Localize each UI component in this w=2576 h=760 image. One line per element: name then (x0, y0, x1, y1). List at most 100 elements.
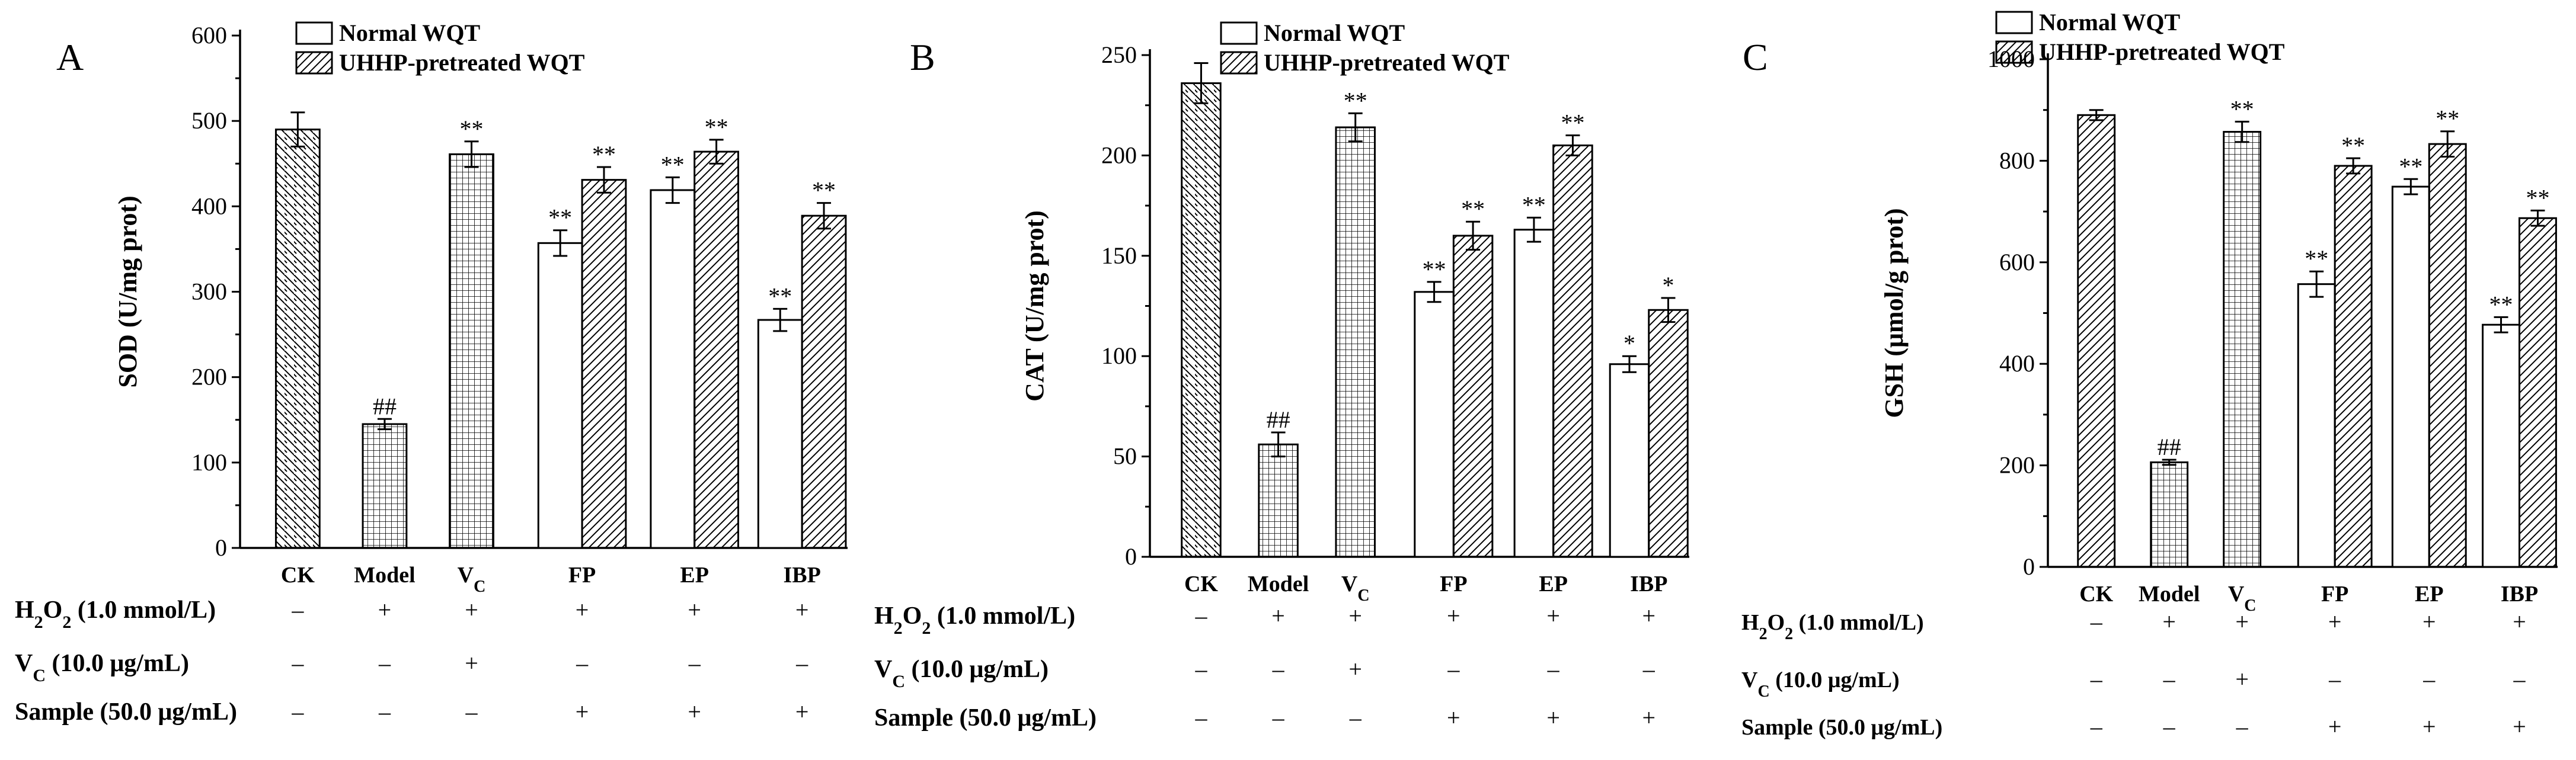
significance-label: ** (1423, 256, 1446, 283)
y-tick-label: 200 (191, 364, 227, 390)
y-tick-label: 500 (191, 107, 227, 134)
condition-mark: – (291, 650, 304, 676)
significance-label: ## (2158, 434, 2181, 460)
condition-mark: – (1194, 656, 1207, 682)
legend-swatch (295, 51, 333, 75)
condition-mark: – (2328, 666, 2341, 692)
legend: Normal WQT UHHP-pretreated WQT (295, 20, 585, 76)
condition-mark: – (1272, 704, 1285, 731)
panel-B: B 0 50 100 150 200 250 CAT (U/mg prot) CK – – – ## Mo… (874, 20, 1689, 732)
bar-uhhp (581, 179, 627, 549)
condition-row-label: H2O2 (1.0 mmol/L) (15, 597, 216, 632)
y-tick-label: 0 (2023, 553, 2035, 580)
condition-mark: + (465, 597, 478, 623)
significance-label: ** (2399, 153, 2422, 179)
condition-mark: + (2422, 608, 2436, 635)
condition-mark: + (1546, 602, 1560, 629)
bar-uhhp (2334, 165, 2373, 568)
condition-mark: + (2235, 666, 2249, 692)
panel-letter: B (910, 36, 935, 78)
bar-uhhp (693, 150, 739, 549)
bar-normal (449, 153, 494, 549)
y-tick-label: 400 (1999, 350, 2035, 377)
bar-normal (2150, 461, 2189, 568)
bar-uhhp (1648, 309, 1689, 558)
significance-label: ** (548, 204, 572, 231)
condition-mark: – (795, 650, 808, 676)
condition-mark: + (378, 597, 392, 623)
condition-row-label: VC (10.0 μg/mL) (15, 650, 189, 685)
condition-row-label: VC (10.0 μg/mL) (1741, 668, 1900, 701)
bar-uhhp (2519, 217, 2557, 568)
y-tick-label: 250 (1101, 41, 1137, 68)
y-tick-label: 400 (191, 193, 227, 219)
condition-mark: + (2422, 713, 2436, 740)
condition-mark: – (2236, 713, 2249, 740)
condition-mark: + (2513, 713, 2526, 740)
condition-mark: + (1546, 704, 1560, 731)
x-category-label: Model (2139, 582, 2200, 607)
bar-uhhp (2428, 143, 2467, 568)
legend-label: Normal WQT (1264, 20, 1405, 46)
y-tick-label: 600 (191, 22, 227, 49)
legend: Normal WQT UHHP-pretreated WQT (1220, 20, 1510, 76)
condition-mark: – (1272, 656, 1285, 682)
x-category-label: VC (2228, 582, 2257, 615)
x-category-label: CK (2079, 582, 2113, 607)
x-category-label: Model (1248, 572, 1309, 597)
significance-label: ** (1344, 87, 1367, 114)
condition-mark: – (688, 650, 701, 676)
x-category-label: EP (1539, 572, 1568, 597)
significance-label: ## (1267, 406, 1290, 433)
condition-mark: – (291, 597, 304, 623)
condition-mark: + (2328, 608, 2342, 635)
significance-label: ** (2305, 245, 2328, 272)
condition-row-label: Sample (50.0 μg/mL) (874, 704, 1097, 732)
condition-mark: + (1642, 704, 1655, 731)
x-category-label: CK (1184, 572, 1218, 597)
bar-normal (2077, 114, 2116, 568)
y-tick-label: 200 (1999, 452, 2035, 479)
x-category-label: EP (2415, 582, 2444, 607)
significance-label: ** (812, 177, 836, 204)
bar-uhhp (1552, 144, 1593, 558)
bar-normal (2223, 131, 2262, 568)
x-category-label: IBP (783, 563, 820, 588)
condition-mark: – (291, 698, 304, 725)
legend-swatch (1995, 11, 2033, 34)
y-tick-label: 150 (1101, 242, 1137, 269)
legend-swatch (295, 21, 333, 45)
legend-label: Normal WQT (339, 20, 480, 46)
condition-mark: – (2163, 713, 2176, 740)
condition-mark: – (2513, 666, 2526, 692)
bar-normal (1335, 126, 1376, 558)
significance-label: ** (705, 114, 728, 140)
bar-normal (1258, 443, 1299, 558)
condition-mark: – (1642, 656, 1655, 682)
condition-mark: – (2090, 666, 2103, 692)
y-tick-label: 200 (1101, 142, 1137, 168)
condition-mark: + (465, 650, 478, 676)
significance-label: ** (768, 283, 792, 309)
significance-label: ** (592, 141, 616, 168)
condition-mark: + (2162, 608, 2176, 635)
condition-mark: + (2513, 608, 2526, 635)
condition-mark: – (378, 650, 391, 676)
significance-label: ** (460, 116, 484, 142)
significance-label: ** (1561, 110, 1584, 136)
condition-mark: – (1547, 656, 1560, 682)
bar-normal (362, 423, 408, 549)
x-category-label: FP (2321, 582, 2348, 607)
bar-normal (650, 189, 696, 549)
bar-uhhp (801, 214, 847, 549)
y-tick-label: 50 (1113, 443, 1137, 470)
condition-mark: + (1447, 704, 1460, 731)
condition-mark: + (1447, 602, 1460, 629)
condition-mark: – (465, 698, 478, 725)
significance-label: ** (2230, 95, 2254, 122)
legend-swatch (1995, 40, 2033, 64)
condition-mark: + (2235, 608, 2249, 635)
bar-normal (274, 129, 321, 549)
condition-mark: – (2090, 713, 2103, 740)
